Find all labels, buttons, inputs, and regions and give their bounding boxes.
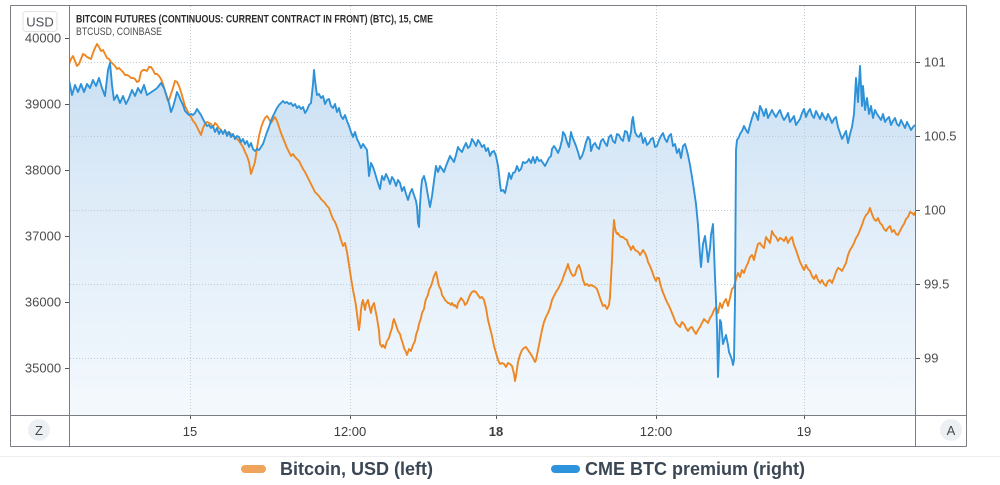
svg-text:CME BTC premium (right): CME BTC premium (right): [585, 459, 805, 479]
svg-text:99: 99: [924, 351, 938, 366]
svg-text:12:00: 12:00: [334, 424, 367, 439]
svg-text:100.5: 100.5: [924, 129, 957, 144]
svg-text:USD: USD: [26, 15, 53, 30]
svg-text:BITCOIN FUTURES (CONTINUOUS: C: BITCOIN FUTURES (CONTINUOUS: CURRENT CON…: [76, 14, 433, 26]
svg-text:BTCUSD, COINBASE: BTCUSD, COINBASE: [76, 26, 162, 38]
svg-text:36000: 36000: [25, 295, 61, 310]
svg-text:19: 19: [797, 424, 811, 439]
svg-text:39000: 39000: [25, 97, 61, 112]
svg-text:35000: 35000: [25, 361, 61, 376]
svg-text:Z: Z: [35, 423, 43, 438]
svg-text:99.5: 99.5: [924, 277, 949, 292]
svg-text:18: 18: [489, 424, 503, 439]
svg-text:A: A: [947, 423, 956, 438]
svg-text:Bitcoin, USD (left): Bitcoin, USD (left): [280, 459, 433, 479]
svg-text:40000: 40000: [25, 31, 61, 46]
svg-text:37000: 37000: [25, 229, 61, 244]
svg-text:12:00: 12:00: [640, 424, 673, 439]
svg-text:15: 15: [183, 424, 197, 439]
svg-text:38000: 38000: [25, 163, 61, 178]
svg-text:101: 101: [924, 55, 946, 70]
svg-text:100: 100: [924, 203, 946, 218]
